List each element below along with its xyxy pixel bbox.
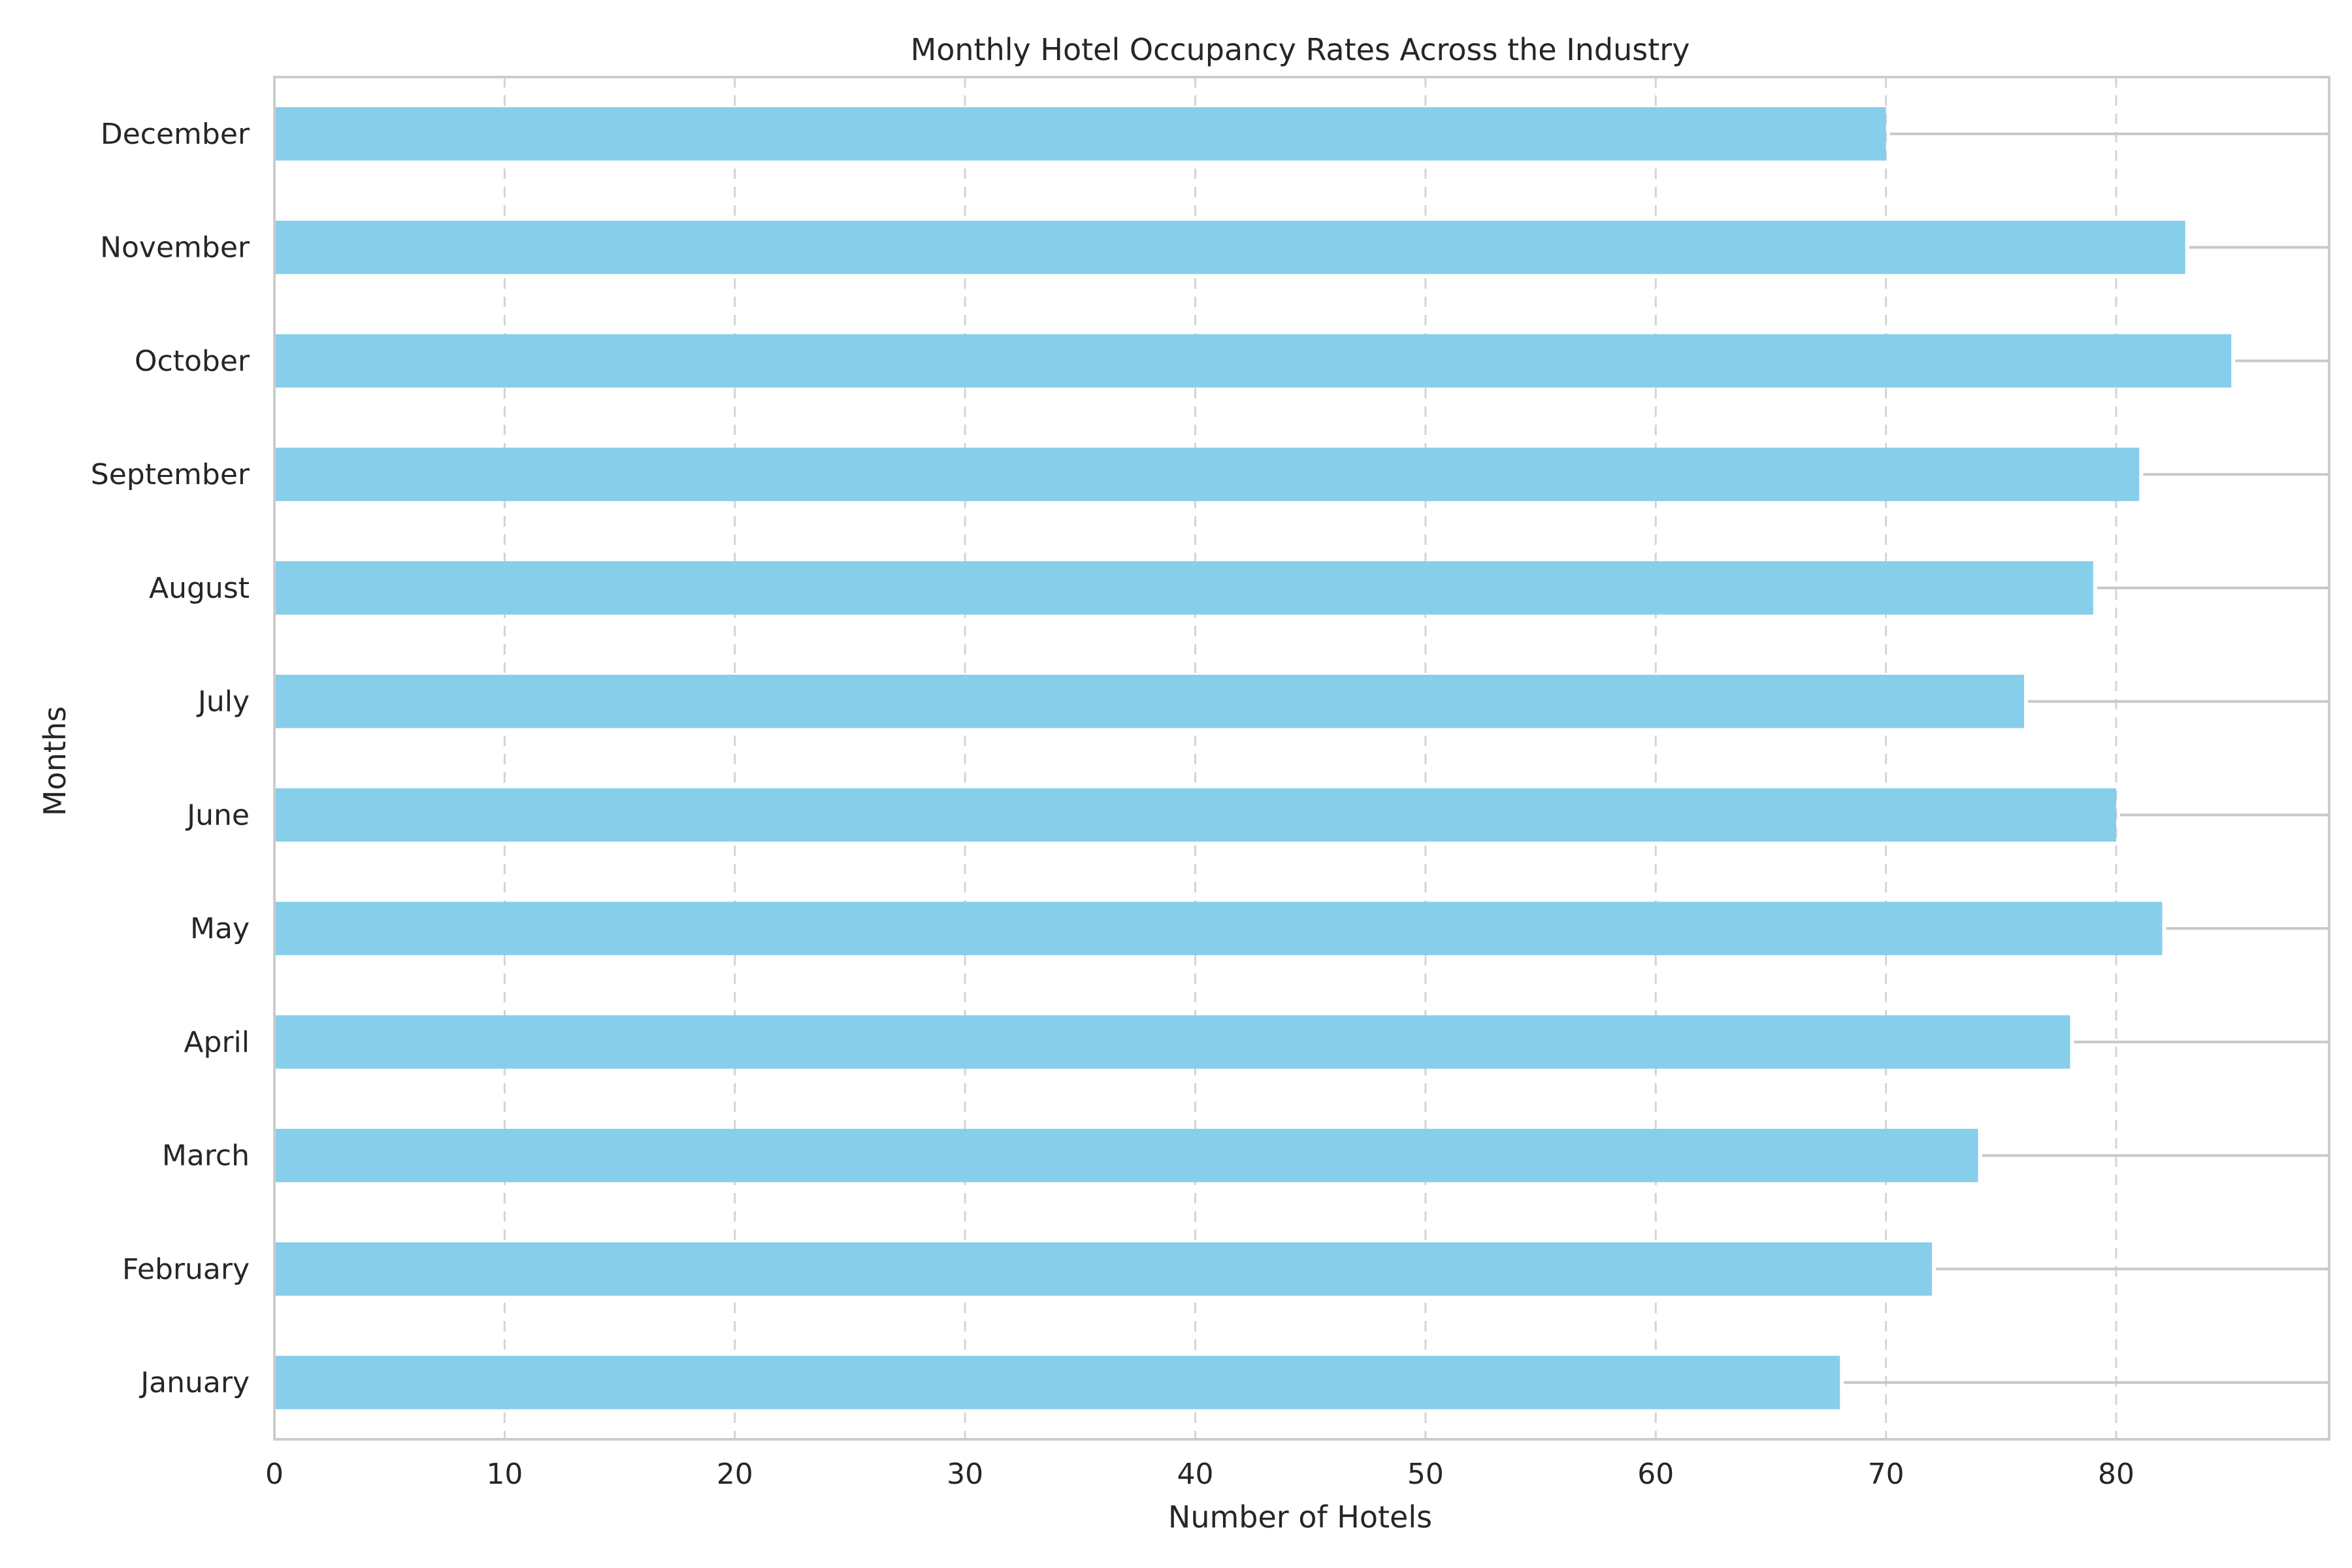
- x-tick-label: 40: [1177, 1458, 1214, 1491]
- bar-november: [274, 220, 2185, 274]
- bar-july: [274, 674, 2025, 728]
- chart-title: Monthly Hotel Occupancy Rates Across the…: [911, 32, 1690, 67]
- bar-january: [274, 1356, 1840, 1409]
- x-tick-label: 20: [717, 1458, 753, 1491]
- bars: [274, 107, 2232, 1409]
- bar-march: [274, 1128, 1978, 1183]
- y-tick-label: December: [101, 118, 250, 151]
- bar-june: [274, 788, 2117, 842]
- y-axis-ticks: January February March April May June July Augu…: [91, 118, 250, 1399]
- y-tick-label: September: [91, 458, 250, 491]
- y-tick-label: March: [162, 1139, 250, 1173]
- plot-frame: [273, 76, 2330, 1441]
- x-tick-label: 50: [1407, 1458, 1444, 1491]
- bar-august: [274, 561, 2093, 615]
- y-tick-label: July: [196, 685, 250, 719]
- x-tick-label: 30: [947, 1458, 983, 1491]
- x-tick-label: 60: [1637, 1458, 1674, 1491]
- y-tick-label: April: [184, 1026, 250, 1059]
- x-tick-label: 70: [1868, 1458, 1904, 1491]
- y-tick-label: November: [100, 231, 250, 265]
- y-tick-label: May: [190, 912, 250, 945]
- x-tick-label: 10: [486, 1458, 523, 1491]
- y-tick-label: October: [135, 344, 250, 378]
- bar-september: [274, 448, 2140, 501]
- bar-february: [274, 1242, 1933, 1296]
- x-tick-label: 80: [2098, 1458, 2134, 1491]
- y-tick-label: August: [149, 572, 250, 605]
- bar-may: [274, 902, 2163, 955]
- x-tick-label: 0: [265, 1458, 284, 1491]
- y-tick-label: February: [122, 1252, 250, 1286]
- y-tick-label: June: [185, 798, 250, 832]
- x-axis-ticks: 0 10 20 30 40 50 60 70 80: [265, 1458, 2134, 1491]
- y-tick-label: January: [139, 1366, 250, 1399]
- bar-april: [274, 1015, 2070, 1069]
- bar-october: [274, 334, 2232, 388]
- leader-lines: [1844, 132, 2329, 1384]
- grid-lines: [503, 77, 2117, 1439]
- bar-december: [274, 107, 1886, 161]
- x-axis-label: Number of Hotels: [1168, 1499, 1432, 1535]
- y-axis-label: Months: [37, 706, 73, 816]
